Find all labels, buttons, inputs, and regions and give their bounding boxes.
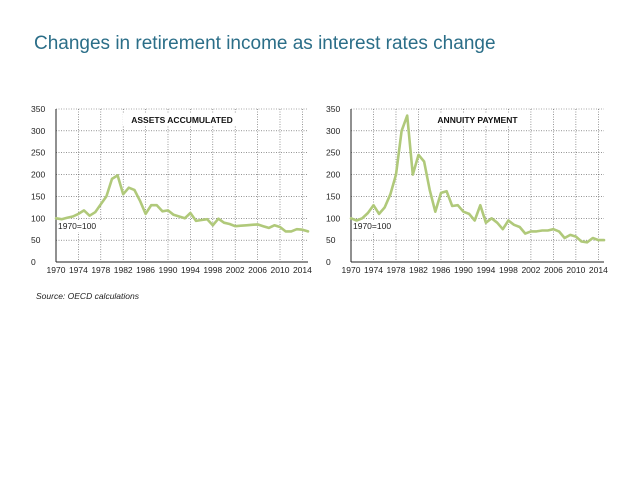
chart-panel-assets-accumulated: 0 50 100 150 200 250 300 350 1970 1974 1978 1982 198… (31, 104, 312, 275)
chart-title-background (427, 113, 528, 126)
x-tick-label: 1986 (431, 265, 450, 275)
annotation-label: 1970=100 (353, 221, 391, 231)
annotation-label: 1970=100 (58, 221, 96, 231)
x-tick-label: 2014 (589, 265, 608, 275)
y-tick-label: 350 (326, 104, 340, 114)
x-tick-label: 1990 (159, 265, 178, 275)
x-tick-label: 1970 (47, 265, 66, 275)
x-tick-label: 1974 (364, 265, 383, 275)
source-note: Source: OECD calculations (36, 291, 139, 301)
series-line-annuity-payment (349, 114, 606, 244)
y-tick-label: 50 (31, 235, 41, 245)
y-tick-label: 250 (31, 148, 45, 158)
x-tick-label: 1982 (114, 265, 133, 275)
y-tick-label: 100 (31, 213, 45, 223)
chart-panel-annuity-payment: 0 50 100 150 200 250 300 350 1970 1974 1978 1982 198… (326, 104, 608, 275)
chart-title: ASSETS ACCUMULATED (131, 115, 233, 125)
y-tick-label: 300 (326, 126, 340, 136)
y-tick-label: 0 (31, 257, 36, 267)
x-tick-label: 2002 (521, 265, 540, 275)
x-tick-label: 2006 (248, 265, 267, 275)
x-tick-label: 2002 (226, 265, 245, 275)
x-tick-label: 2006 (544, 265, 563, 275)
annotation-background (352, 221, 398, 233)
x-tick-label: 2014 (293, 265, 312, 275)
y-tick-label: 150 (31, 191, 45, 201)
x-tick-label: 1982 (409, 265, 428, 275)
y-tick-label: 200 (326, 170, 340, 180)
y-tick-label: 350 (31, 104, 45, 114)
x-tick-label: 1994 (181, 265, 200, 275)
x-tick-label: 1978 (387, 265, 406, 275)
y-tick-label: 100 (326, 213, 340, 223)
x-tick-label: 1998 (499, 265, 518, 275)
y-tick-label: 150 (326, 191, 340, 201)
x-tick-label: 1986 (136, 265, 155, 275)
y-tick-label: 200 (31, 170, 45, 180)
y-tick-label: 250 (326, 148, 340, 158)
x-tick-label: 2010 (566, 265, 585, 275)
y-tick-label: 300 (31, 126, 45, 136)
y-tick-label: 0 (326, 257, 331, 267)
x-tick-label: 1990 (454, 265, 473, 275)
x-tick-label: 1974 (69, 265, 88, 275)
x-tick-label: 1978 (91, 265, 110, 275)
chart-title-background (122, 113, 242, 126)
x-tick-label: 1998 (203, 265, 222, 275)
x-tick-label: 1970 (342, 265, 361, 275)
annotation-background (57, 221, 103, 233)
x-tick-label: 2010 (271, 265, 290, 275)
chart-title: ANNUITY PAYMENT (437, 115, 518, 125)
x-tick-label: 1994 (476, 265, 495, 275)
y-tick-label: 50 (326, 235, 336, 245)
slide-title: Changes in retirement income as interest… (34, 33, 496, 54)
series-line-assets-accumulated (54, 174, 310, 233)
